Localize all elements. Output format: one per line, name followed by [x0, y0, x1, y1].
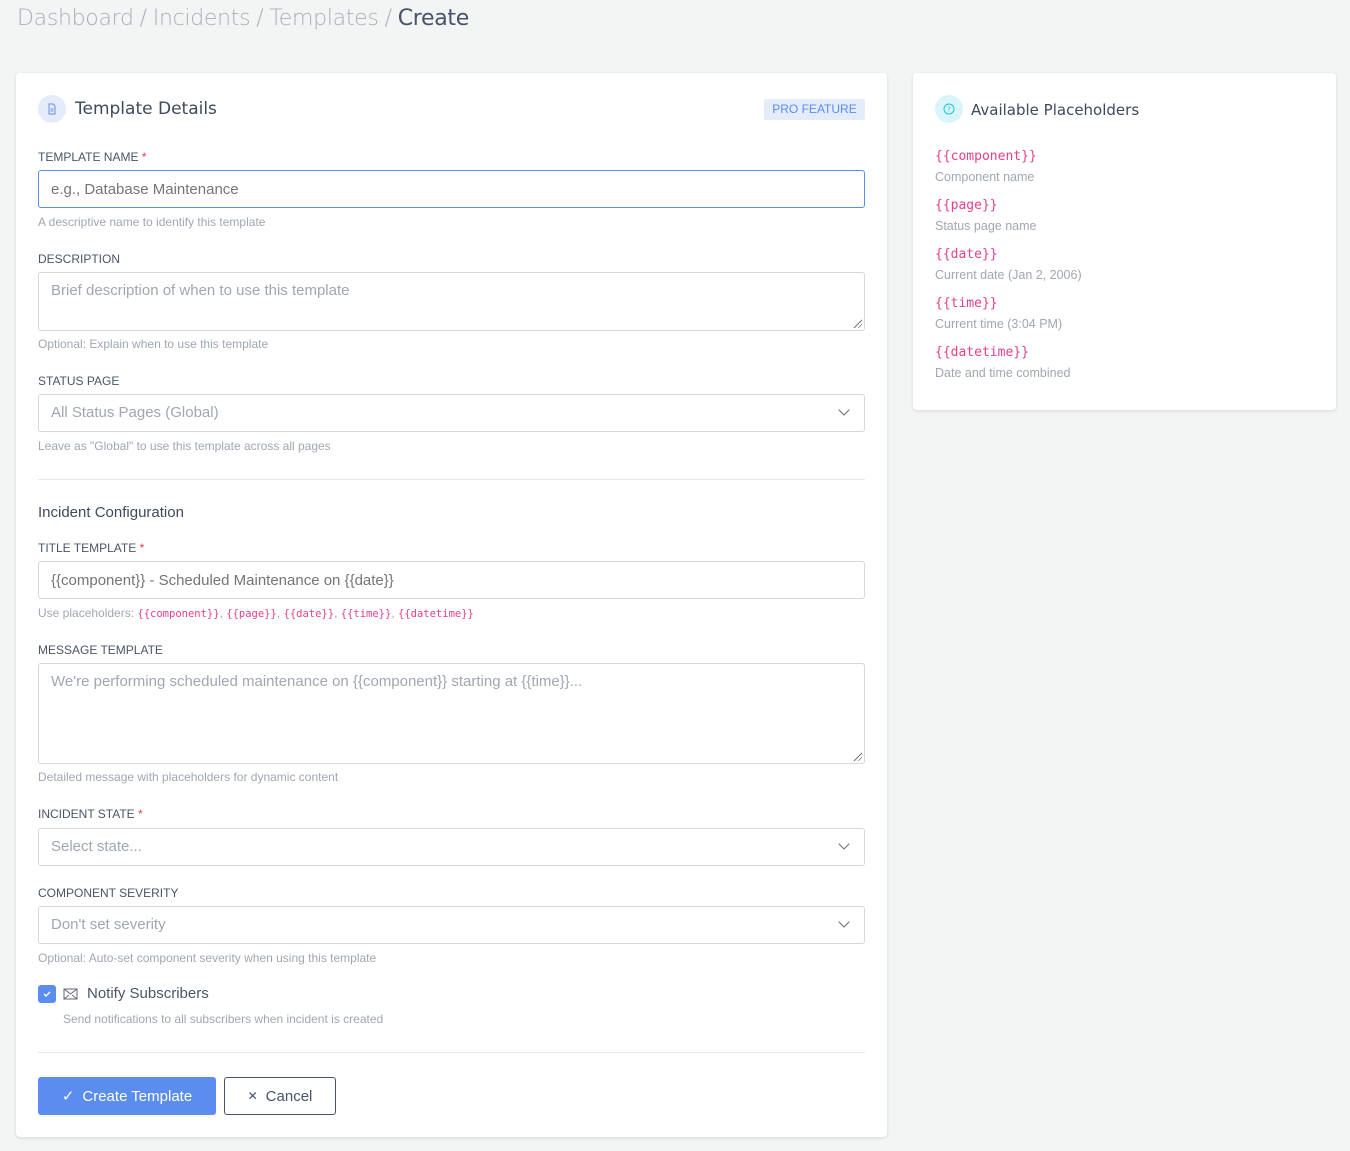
title-template-label: TITLE TEMPLATE *	[38, 541, 145, 555]
cancel-button[interactable]: ✕ Cancel	[224, 1077, 336, 1115]
breadcrumb-current: Create	[397, 6, 470, 31]
placeholder-item: {{time}} Current time (3:04 PM)	[935, 296, 1063, 331]
chevron-down-icon	[838, 404, 850, 416]
template-details-card: Template Details PRO FEATURE TEMPLATE NA…	[16, 73, 887, 1137]
breadcrumb-dashboard[interactable]: Dashboard	[17, 6, 134, 31]
description-label: DESCRIPTION	[38, 252, 121, 266]
question-circle-icon: ?	[935, 95, 963, 123]
svg-text:?: ?	[947, 106, 951, 114]
message-template-help: Detailed message with placeholders for d…	[38, 770, 339, 784]
notify-label[interactable]: Notify Subscribers	[87, 985, 209, 1002]
section-title: Incident Configuration	[38, 504, 184, 521]
divider	[38, 1052, 865, 1053]
template-name-label: TEMPLATE NAME *	[38, 150, 147, 164]
breadcrumb-incidents[interactable]: Incidents	[152, 6, 251, 31]
divider	[38, 479, 865, 480]
component-severity-label: COMPONENT SEVERITY	[38, 886, 179, 900]
status-page-value: All Status Pages (Global)	[51, 404, 219, 421]
status-page-help: Leave as "Global" to use this template a…	[38, 439, 331, 453]
placeholder-list: {{component}} Component name {{page}} Stat…	[935, 149, 1082, 394]
close-icon: ✕	[247, 1089, 258, 1103]
component-severity-help: Optional: Auto-set component severity wh…	[38, 951, 377, 965]
create-template-button[interactable]: ✓ Create Template	[38, 1077, 216, 1115]
document-icon	[38, 95, 66, 123]
envelope-icon	[63, 988, 78, 1000]
card-title: Available Placeholders	[971, 101, 1140, 119]
resize-handle[interactable]	[852, 318, 862, 328]
description-textarea[interactable]: Brief description of when to use this te…	[38, 272, 865, 331]
incident-state-label: INCIDENT STATE *	[38, 807, 143, 821]
component-severity-select[interactable]: Don't set severity	[38, 906, 865, 944]
description-placeholder: Brief description of when to use this te…	[51, 282, 350, 299]
placeholder-item: {{date}} Current date (Jan 2, 2006)	[935, 247, 1082, 282]
resize-handle[interactable]	[852, 751, 862, 761]
chevron-down-icon	[838, 838, 850, 850]
title-template-help: Use placeholders: {{component}}, {{page}…	[38, 606, 474, 620]
message-placeholder: We're performing scheduled maintenance o…	[51, 673, 583, 690]
status-page-select[interactable]: All Status Pages (Global)	[38, 394, 865, 432]
placeholder-item: {{datetime}} Date and time combined	[935, 345, 1071, 380]
placeholder-item: {{component}} Component name	[935, 149, 1037, 184]
check-icon: ✓	[61, 1088, 75, 1105]
incident-state-select[interactable]: Select state...	[38, 828, 865, 866]
breadcrumb-templates[interactable]: Templates	[269, 6, 379, 31]
breadcrumb: Dashboard / Incidents / Templates / Create	[17, 6, 469, 31]
component-severity-value: Don't set severity	[51, 916, 166, 933]
incident-state-value: Select state...	[51, 838, 142, 855]
check-icon	[43, 991, 51, 998]
template-name-input[interactable]	[38, 170, 865, 208]
pro-feature-badge: PRO FEATURE	[764, 99, 865, 120]
title-template-input[interactable]	[38, 561, 865, 599]
message-template-label: MESSAGE TEMPLATE	[38, 643, 163, 657]
status-page-label: STATUS PAGE	[38, 374, 120, 388]
notify-checkbox[interactable]	[38, 985, 56, 1003]
notify-help: Send notifications to all subscribers wh…	[63, 1012, 384, 1026]
description-help: Optional: Explain when to use this templ…	[38, 337, 269, 351]
placeholder-item: {{page}} Status page name	[935, 198, 1037, 233]
placeholders-card: ? Available Placeholders {{component}} Co…	[913, 73, 1336, 410]
chevron-down-icon	[838, 916, 850, 928]
card-title: Template Details	[75, 99, 217, 119]
message-template-textarea[interactable]: We're performing scheduled maintenance o…	[38, 663, 865, 764]
template-name-help: A descriptive name to identify this temp…	[38, 215, 266, 229]
